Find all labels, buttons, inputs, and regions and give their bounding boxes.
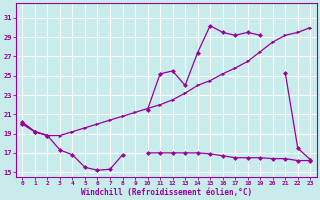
X-axis label: Windchill (Refroidissement éolien,°C): Windchill (Refroidissement éolien,°C): [81, 188, 252, 197]
